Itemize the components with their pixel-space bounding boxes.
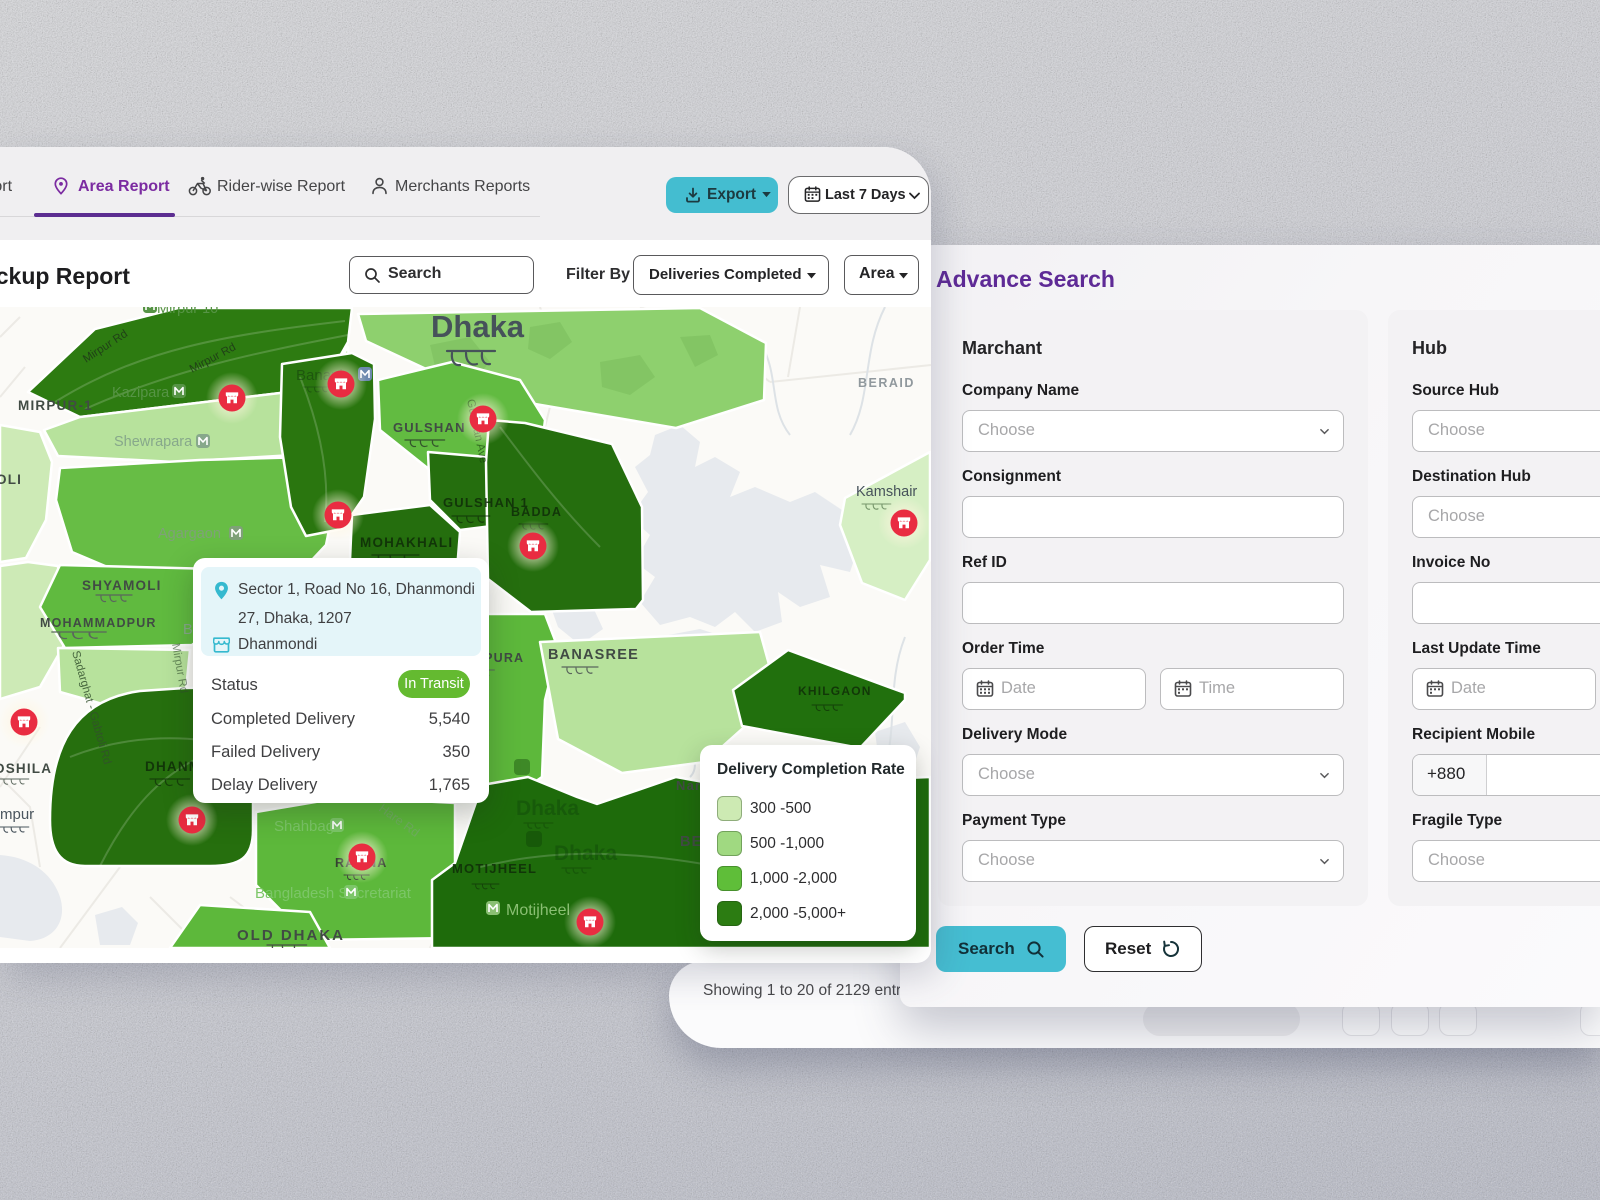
- svg-text:BERAID: BERAID: [858, 376, 915, 390]
- svg-text:Motijheel: Motijheel: [506, 902, 570, 919]
- svg-text:MOHAKHALI: MOHAKHALI: [360, 535, 453, 550]
- svg-text:MOHAMMADPUR: MOHAMMADPUR: [40, 616, 157, 630]
- svg-text:BE: BE: [680, 834, 703, 850]
- svg-text:BANASREE: BANASREE: [548, 647, 639, 663]
- svg-text:MIRPUR-1: MIRPUR-1: [18, 398, 93, 413]
- svg-text:Bangladesh Secretariat: Bangladesh Secretariat: [255, 885, 412, 902]
- svg-text:GULSHAN 1: GULSHAN 1: [443, 495, 529, 510]
- svg-text:Nan: Nan: [676, 778, 704, 793]
- svg-text:BADDA: BADDA: [511, 505, 562, 519]
- svg-text:OLD DHAKA: OLD DHAKA: [237, 927, 345, 944]
- svg-text:SHYAMOLI: SHYAMOLI: [82, 578, 162, 593]
- svg-text:mpur: mpur: [0, 806, 34, 823]
- svg-text:Dhaka: Dhaka: [516, 797, 579, 820]
- svg-text:Agargaon: Agargaon: [158, 526, 221, 542]
- svg-text:Shahbag: Shahbag: [274, 818, 334, 835]
- svg-text:GULSHAN: GULSHAN: [393, 420, 466, 435]
- svg-text:OLI: OLI: [0, 472, 22, 487]
- svg-text:Dhaka: Dhaka: [554, 842, 617, 865]
- svg-text:MOTIJHEEL: MOTIJHEEL: [452, 861, 537, 876]
- svg-text:KHILGAON: KHILGAON: [798, 684, 872, 698]
- svg-text:Mirpur 10: Mirpur 10: [157, 307, 218, 317]
- svg-text:OSHILA: OSHILA: [0, 761, 52, 776]
- svg-text:Kazipara: Kazipara: [112, 385, 170, 401]
- svg-text:Dhaka: Dhaka: [431, 309, 525, 344]
- svg-text:Shewrapara: Shewrapara: [114, 434, 193, 450]
- svg-text:Kamshair: Kamshair: [856, 484, 917, 500]
